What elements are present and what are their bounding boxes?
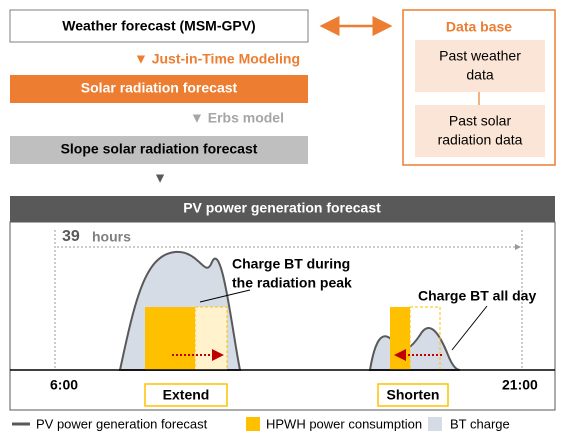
shift-block: [194, 306, 228, 371]
extend-label: Extend: [163, 387, 210, 403]
weather-box: [9, 9, 309, 43]
weather-label: Weather forecast (MSM-GPV): [62, 18, 255, 34]
duration-unit: hours: [92, 229, 131, 245]
db-item-text: Past weather: [439, 48, 521, 64]
legend-label: HPWH power consumption: [266, 416, 422, 431]
db-item-text: Past solar: [449, 113, 512, 129]
extend-box: [144, 383, 228, 407]
callout-line: [199, 289, 251, 303]
legend-label: BT charge: [450, 416, 510, 431]
end-time: 21:00: [502, 377, 538, 393]
legend-label: PV power generation forecast: [36, 416, 208, 431]
erbs-label: ▼ Erbs model: [190, 110, 284, 126]
solar-label: Solar radiation forecast: [81, 80, 238, 96]
hpwh-block: [145, 307, 195, 370]
shorten-label: Shorten: [387, 387, 440, 403]
db-item: [415, 40, 545, 92]
slope-label: Slope solar radiation forecast: [61, 141, 258, 157]
db-item-text: radiation data: [438, 132, 523, 148]
db-item: [415, 105, 545, 157]
allday-note: Charge BT all day: [418, 288, 536, 304]
shorten-box: [377, 383, 449, 407]
forecast-panel: [9, 221, 556, 411]
jit-label: ▼ Just-in-Time Modeling: [134, 51, 300, 67]
peak-note: Charge BT during: [232, 256, 350, 272]
forecast-header: [10, 196, 555, 222]
database-title: Data base: [446, 19, 512, 35]
peak-note: the radiation peak: [232, 275, 352, 291]
legend-swatch: [246, 417, 260, 431]
duration-number: 39: [62, 228, 80, 245]
slope-box: [10, 136, 308, 164]
callout-line: [451, 305, 488, 351]
start-time: 6:00: [50, 377, 78, 393]
legend-swatch: [428, 417, 442, 431]
db-item-text: data: [466, 67, 493, 83]
down-arrow: ▼: [153, 170, 167, 186]
forecast-title: PV power generation forecast: [183, 200, 381, 216]
solar-box: [10, 75, 308, 103]
hpwh-block: [390, 307, 410, 370]
